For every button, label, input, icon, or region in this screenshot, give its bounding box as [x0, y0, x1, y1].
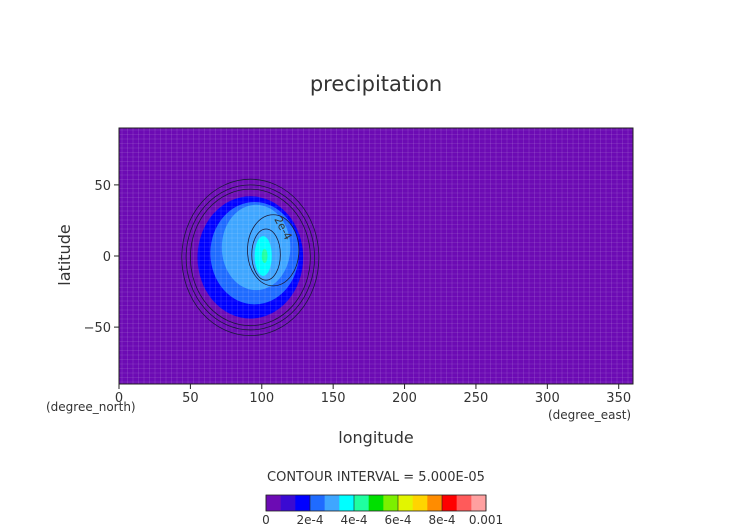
colorbar-swatch — [383, 495, 399, 511]
colorbar-swatch — [442, 495, 457, 511]
x-tick-label: 100 — [249, 391, 274, 406]
x-tick-label: 250 — [464, 391, 489, 406]
y-tick-label: 0 — [103, 250, 111, 265]
plot-area: 2e-4 — [118, 127, 634, 385]
colorbar-swatch — [324, 495, 340, 511]
grid-horizontal — [119, 129, 633, 383]
y-axis: 50 0 −50 — [84, 179, 119, 336]
colorbar-label: 2e-4 — [297, 513, 324, 527]
colorbar-swatch — [354, 495, 369, 511]
colorbar-swatch — [427, 495, 443, 511]
x-tick-label: 350 — [606, 391, 631, 406]
colorbar-swatch — [368, 495, 384, 511]
contour-line — [181, 178, 320, 337]
grid-vertical — [121, 128, 629, 384]
colorbar-swatch — [295, 495, 311, 511]
contour-line — [185, 184, 316, 331]
x-tick-label: 50 — [182, 391, 199, 406]
contour-interval-text: CONTOUR INTERVAL = 5.000E-05 — [267, 470, 485, 485]
colorbar-swatch — [339, 495, 355, 511]
x-tick-label: 0 — [115, 391, 123, 406]
chart-title: precipitation — [310, 72, 442, 96]
contour-line — [189, 188, 311, 327]
x-tick-label: 200 — [392, 391, 417, 406]
colorbar-label: 8e-4 — [429, 513, 456, 527]
colorbar-swatch — [412, 495, 428, 511]
y-tick-label: −50 — [84, 321, 111, 336]
contour-line — [247, 214, 300, 287]
colorbar-label: 4e-4 — [341, 513, 368, 527]
y-tick-label: 50 — [94, 179, 111, 194]
x-axis-label: longitude — [338, 428, 413, 447]
colorbar-swatch — [398, 495, 413, 511]
y-axis-label: latitude — [55, 224, 74, 285]
colorbar-swatch — [310, 495, 325, 511]
colorbar-swatch — [456, 495, 472, 511]
colorbar-swatch — [280, 495, 296, 511]
x-tick-label: 300 — [535, 391, 560, 406]
colorbar-swatch — [471, 495, 487, 511]
colorbar-label: 0 — [262, 513, 270, 527]
colorbar-swatch — [266, 495, 281, 511]
x-axis: 0 50 100 150 200 250 300 350 — [115, 384, 631, 406]
x-tick-label: 150 — [321, 391, 346, 406]
contour-line — [251, 228, 281, 281]
colorbar-label: 6e-4 — [385, 513, 412, 527]
y-units-label: (degree_north) — [46, 400, 136, 414]
colorbar: 0 2e-4 4e-4 6e-4 8e-4 0.001 — [262, 494, 503, 527]
region-maximum — [261, 248, 268, 264]
colorbar-label: 0.001 — [469, 513, 503, 527]
x-units-label: (degree_east) — [548, 408, 631, 422]
